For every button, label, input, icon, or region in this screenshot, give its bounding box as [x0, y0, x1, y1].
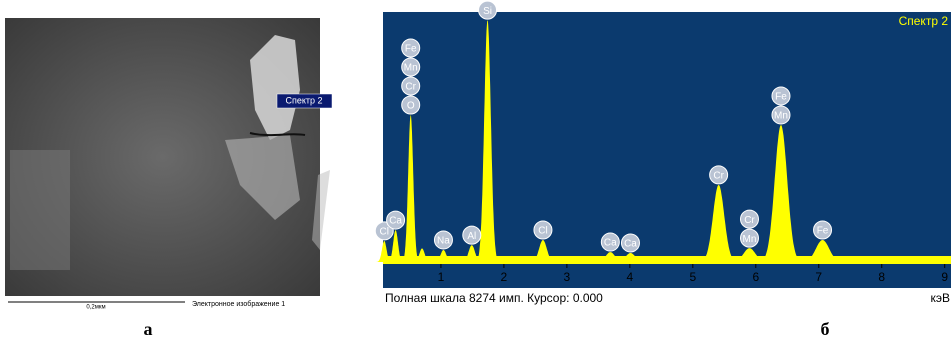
peak — [592, 252, 629, 262]
peak-label-group: Cr — [709, 165, 729, 185]
peak — [756, 125, 806, 262]
x-tick-label: 1 — [438, 270, 445, 284]
peak — [725, 248, 774, 262]
element-label: Si — [483, 6, 492, 17]
peak-label-group: Cl — [533, 220, 553, 240]
x-tick-label: 3 — [564, 270, 571, 284]
x-tick-label: 8 — [878, 270, 885, 284]
sem-crack — [249, 132, 306, 137]
spectrum-marker-label: Спектр 2 — [285, 95, 322, 105]
element-label: Fe — [405, 44, 417, 55]
sem-particle — [225, 135, 300, 220]
peak — [386, 230, 406, 262]
x-tick-label: 6 — [752, 270, 759, 284]
info-bar — [5, 296, 320, 313]
x-tick-label: 2 — [501, 270, 508, 284]
peak-label-group: Fe — [813, 220, 833, 240]
element-label: Ca — [389, 216, 402, 227]
element-badge — [771, 105, 791, 125]
peak-label-group: Al — [462, 225, 482, 245]
x-tick-label: 9 — [941, 270, 948, 284]
element-label: Cr — [405, 82, 416, 93]
element-label: Cl — [380, 227, 389, 238]
image-caption: Электронное изображение 1 — [192, 300, 285, 308]
element-badge — [600, 232, 620, 252]
peak-label-group: Ca — [600, 232, 620, 252]
element-label: Cl — [538, 226, 547, 237]
element-badge — [533, 220, 553, 240]
panel-a: Спектр 2 0,2мкм Электронное изображение … — [5, 18, 333, 339]
spectrum-floor — [383, 256, 951, 264]
element-badge — [462, 225, 482, 245]
element-badge — [401, 95, 421, 115]
peak-label-group: Fe Mn — [771, 86, 791, 125]
element-label: Mn — [743, 234, 757, 245]
panel-b: Спектр 2 Полная шкала 8274 имп. Курсор: … — [383, 12, 951, 339]
peak — [432, 250, 455, 262]
sem-texture — [10, 150, 70, 270]
panel-letter: б — [821, 319, 830, 339]
peak — [459, 245, 485, 262]
element-badge — [813, 220, 833, 240]
scale-label: 0,2мкм — [86, 305, 105, 311]
element-badge — [386, 210, 406, 230]
element-badge — [739, 228, 759, 248]
spectrum-marker — [276, 93, 333, 109]
peak — [611, 253, 650, 262]
peak-label-group: Ca — [386, 210, 406, 230]
peak — [795, 240, 850, 262]
element-label: Mn — [774, 111, 788, 122]
peak — [375, 240, 394, 262]
sem-particle — [250, 35, 300, 140]
peak — [411, 248, 433, 262]
element-label: Ca — [604, 238, 617, 249]
element-label: Na — [437, 236, 450, 247]
element-label: Ca — [624, 239, 637, 250]
element-label: Fe — [817, 226, 829, 237]
element-badge — [401, 38, 421, 58]
element-badge — [401, 76, 421, 96]
element-label: Al — [467, 231, 476, 242]
element-label: Mn — [404, 63, 418, 74]
x-tick-label: 7 — [815, 270, 822, 284]
element-badge — [433, 230, 453, 250]
x-tick-label: 4 — [627, 270, 634, 284]
element-badge — [739, 209, 759, 229]
element-badge — [620, 233, 640, 253]
peak — [696, 184, 742, 262]
peak — [527, 240, 559, 262]
peak — [474, 20, 501, 262]
element-label: Cr — [713, 171, 724, 182]
plot-background — [383, 12, 951, 288]
sem-particle — [312, 170, 330, 250]
peak-label-group: Ca — [620, 233, 640, 253]
peak — [400, 115, 421, 262]
chart-title: Спектр 2 — [899, 14, 949, 28]
x-unit: кэВ — [930, 291, 950, 305]
footer-text: Полная шкала 8274 имп. Курсор: 0.000 — [385, 291, 603, 305]
x-tick-label: 5 — [689, 270, 696, 284]
peak-label-group: Cr Mn — [739, 209, 759, 248]
panel-letter: а — [144, 319, 153, 339]
element-label: O — [407, 101, 415, 112]
peak-label-group: Na — [433, 230, 453, 250]
element-label: Fe — [775, 92, 787, 103]
element-badge — [771, 86, 791, 106]
element-badge — [401, 57, 421, 77]
element-badge — [478, 0, 498, 20]
element-badge — [709, 165, 729, 185]
peak-label-group: Fe Mn Cr O — [401, 38, 421, 115]
element-label: Cr — [744, 215, 755, 226]
peak-label-group: Si — [478, 0, 498, 20]
footer-bar — [383, 288, 951, 308]
